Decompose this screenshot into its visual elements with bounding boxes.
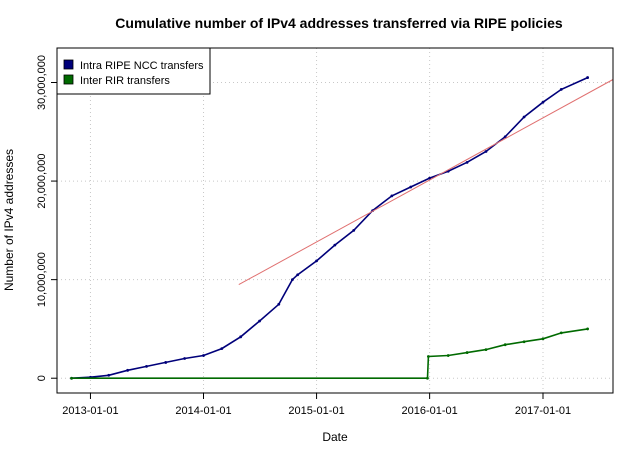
legend-box bbox=[56, 47, 211, 95]
series-line-inter-rir-transfers bbox=[71, 328, 588, 379]
legend: Intra RIPE NCC transfers Inter RIR transf… bbox=[56, 47, 211, 95]
data-point bbox=[277, 302, 281, 306]
data-point bbox=[541, 100, 545, 104]
data-point bbox=[586, 327, 590, 331]
data-point bbox=[586, 76, 590, 79]
data-point bbox=[484, 150, 488, 153]
data-point bbox=[559, 88, 563, 91]
data-point bbox=[446, 354, 450, 357]
data-point bbox=[541, 337, 545, 341]
data-point bbox=[291, 278, 294, 282]
data-point bbox=[465, 351, 469, 354]
data-point bbox=[315, 259, 318, 263]
y-tick-label: 0 bbox=[36, 375, 48, 381]
data-point bbox=[559, 331, 563, 335]
data-point bbox=[428, 176, 432, 180]
data-point bbox=[202, 354, 205, 357]
data-point bbox=[522, 340, 526, 344]
data-point bbox=[503, 135, 507, 139]
legend-label: Intra RIPE NCC transfers bbox=[80, 60, 204, 72]
data-point bbox=[465, 160, 469, 164]
data-point bbox=[426, 355, 430, 358]
trend-line bbox=[238, 79, 614, 286]
data-point bbox=[426, 376, 429, 380]
data-point bbox=[258, 319, 261, 323]
data-point bbox=[220, 347, 224, 351]
data-point bbox=[390, 194, 394, 198]
y-tick-label: 30,000,000 bbox=[36, 55, 48, 110]
x-tick-label: 2015-01-01 bbox=[288, 405, 344, 417]
legend-label: Inter RIR transfers bbox=[80, 75, 170, 87]
data-point bbox=[145, 364, 148, 368]
data-point bbox=[239, 335, 243, 339]
x-tick-label: 2017-01-01 bbox=[515, 405, 571, 417]
plot-border bbox=[56, 47, 614, 394]
series-layer bbox=[70, 76, 614, 380]
y-tick-label: 20,000,000 bbox=[36, 154, 48, 209]
data-point bbox=[296, 273, 300, 277]
data-point bbox=[183, 357, 187, 360]
x-axis-label: Date bbox=[322, 430, 348, 444]
data-point bbox=[352, 228, 356, 232]
data-point bbox=[503, 343, 507, 347]
x-tick-label: 2013-01-01 bbox=[62, 405, 118, 417]
legend-swatch bbox=[63, 59, 74, 70]
data-point bbox=[484, 348, 488, 352]
data-point bbox=[333, 243, 337, 247]
data-point bbox=[522, 115, 526, 119]
data-point bbox=[70, 376, 73, 380]
series-line-intra-ripe-ncc-transfers bbox=[71, 76, 588, 379]
legend-swatch bbox=[63, 74, 74, 85]
data-point bbox=[164, 361, 168, 364]
chart-title: Cumulative number of IPv4 addresses tran… bbox=[115, 15, 563, 31]
data-point bbox=[409, 185, 413, 189]
x-axis: 2013-01-01 2014-01-01 2015-01-01 2016-01-01… bbox=[62, 393, 571, 417]
x-tick-label: 2016-01-01 bbox=[401, 405, 457, 417]
x-tick-label: 2014-01-01 bbox=[175, 405, 231, 417]
y-tick-label: 10,000,000 bbox=[36, 252, 48, 307]
data-point bbox=[126, 368, 130, 372]
y-axis-label: Number of IPv4 addresses bbox=[2, 149, 16, 291]
data-point bbox=[107, 373, 111, 377]
y-axis: 0 10,000,000 20,000,000 30,000,000 bbox=[36, 55, 57, 381]
